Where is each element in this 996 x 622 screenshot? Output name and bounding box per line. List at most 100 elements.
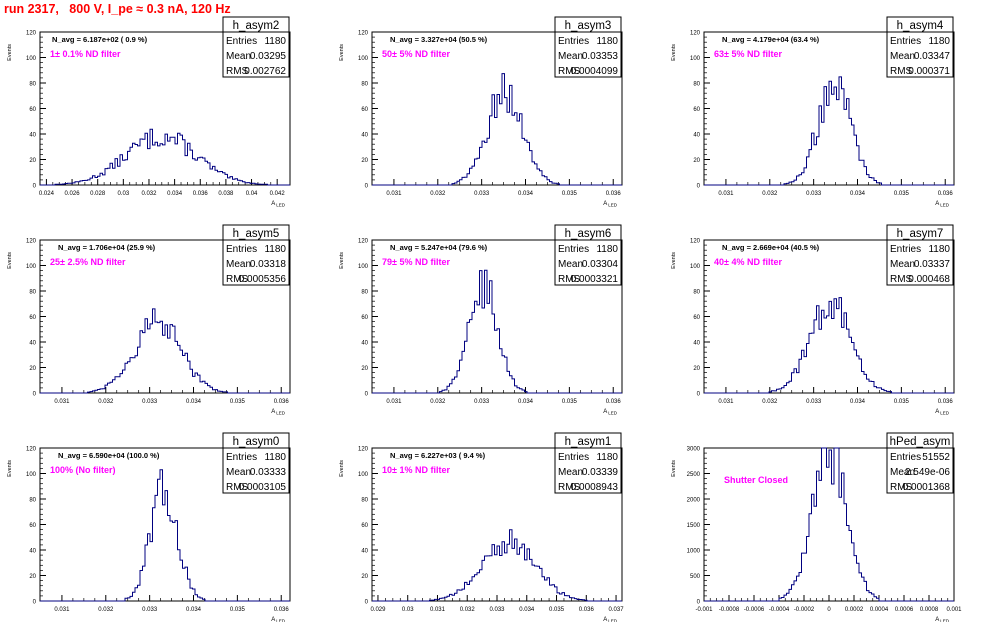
y-tick-label: 80 [361,498,368,504]
histogram-title: h_asym7 [897,228,944,240]
y-tick-label: 60 [361,315,368,321]
x-tick-label: 0.032 [762,399,778,405]
x-tick-label: 0.034 [519,607,535,613]
stats-mean-label: Mean [890,259,915,270]
y-tick-label: 2500 [687,472,701,478]
x-tick-label: 0.034 [186,399,202,405]
y-tick-label: 100 [690,264,701,270]
y-tick-label: 1000 [687,549,701,555]
y-tick-label: 2000 [687,498,701,504]
y-tick-label: 80 [29,82,36,88]
x-tick-label: 0.032 [98,607,114,613]
navg-label: N_avg = 6.187e+02 ( 0.9 %) [52,35,148,44]
x-tick-label: 0.035 [894,191,910,197]
y-tick-label: 80 [693,82,700,88]
x-tick-label: 0.03 [117,191,129,197]
x-tick-label: 0.032 [460,607,476,613]
x-tick-label: 0.035 [562,191,578,197]
x-tick-label: 0.035 [549,607,565,613]
x-tick-label: -0.0002 [794,607,815,613]
x-tick-label: 0.031 [386,191,402,197]
filter-annotation: 1± 0.1% ND filter [50,49,121,59]
y-tick-label: 0 [365,600,369,606]
x-tick-label: 0.034 [518,191,534,197]
x-axis-label-main: A [603,201,607,207]
y-tick-label: 0 [365,392,369,398]
stats-box [886,224,954,286]
y-axis-label: Events [671,252,677,269]
y-axis-label: Events [339,460,345,477]
histogram-line [40,128,290,186]
y-tick-label: 20 [361,366,368,372]
y-tick-label: 80 [361,290,368,296]
stats-entries-value: 51552 [922,452,950,463]
navg-label: N_avg = 3.327e+04 (50.5 %) [390,35,488,44]
x-axis-label: ALED [603,617,618,622]
stats-entries-label: Entries [890,244,921,255]
y-tick-label: 100 [26,472,37,478]
stats-rms-label: RMS [558,274,581,285]
y-tick-label: 40 [361,133,368,139]
histogram-panel-h_asym6: 0 20 40 60 80 100 120 0.031 0.032 0.033 0.034 0.035… [339,224,623,416]
x-axis-label-main: A [271,409,275,415]
x-tick-label: 0.036 [193,191,209,197]
x-tick-label: 0.036 [606,191,622,197]
x-tick-label: 0.035 [562,399,578,405]
y-tick-label: 80 [361,82,368,88]
y-tick-label: 80 [29,290,36,296]
stats-rms-value: 0.0005356 [239,274,287,285]
stats-mean-value: 0.03337 [914,259,951,270]
stats-mean-label: Mean [558,51,583,62]
x-tick-label: 0.034 [518,399,534,405]
y-tick-label: 60 [693,107,700,113]
y-tick-label: 500 [690,574,701,580]
stats-mean-label: Mean [226,51,251,62]
y-tick-label: 60 [29,107,36,113]
histogram-title: h_asym6 [565,228,612,240]
x-axis-label-main: A [271,201,275,207]
stats-mean-label: Mean [890,467,915,478]
x-tick-label: 0.035 [894,399,910,405]
stats-rms-value: 0.0003321 [571,274,619,285]
stats-entries-label: Entries [558,244,589,255]
y-tick-label: 60 [361,107,368,113]
x-tick-label: 0.024 [39,191,55,197]
stats-mean-value: 0.03333 [250,467,287,478]
histogram-panel-h_asym7: 0 20 40 60 80 100 120 0.031 0.032 0.033 0.034 0.035… [671,224,955,416]
x-tick-label: 0.031 [54,607,70,613]
x-tick-label: 0 [827,607,831,613]
x-axis-label-sub: LED [940,619,950,622]
x-tick-label: 0.033 [806,191,822,197]
x-axis-label-main: A [603,409,607,415]
x-tick-label: 0.036 [274,399,290,405]
stats-box [554,16,622,78]
histogram-panel-hPed_asym: 0 500 1000 1500 2000 2500 3000 -0.001 -0.0008 -0.… [671,432,962,622]
x-tick-label: 0.033 [474,399,490,405]
y-tick-label: 100 [358,264,369,270]
x-axis-label: ALED [271,617,286,622]
x-tick-label: 0.036 [606,399,622,405]
x-tick-label: 0.038 [218,191,234,197]
x-axis-label-sub: LED [276,203,286,208]
navg-label: N_avg = 2.669e+04 (40.5 %) [722,243,820,252]
y-tick-label: 40 [361,549,368,555]
stats-mean-label: Mean [558,467,583,478]
y-tick-label: 120 [26,447,37,453]
stats-entries-value: 1180 [596,244,618,255]
stats-rms-value: 0.0008943 [571,482,619,493]
y-tick-label: 20 [361,574,368,580]
x-axis-label: ALED [935,409,950,416]
stats-rms-label: RMS [558,482,581,493]
stats-rms-value: 0.0004099 [571,66,619,77]
stats-mean-value: 0.03304 [582,259,619,270]
y-tick-label: 20 [361,158,368,164]
x-tick-label: 0.032 [762,191,778,197]
histogram-title: h_asym0 [233,436,280,448]
y-tick-label: 100 [26,264,37,270]
stats-entries-value: 1180 [264,244,286,255]
x-tick-label: 0.032 [98,399,114,405]
y-tick-label: 80 [693,290,700,296]
stats-rms-label: RMS [226,274,249,285]
y-tick-label: 120 [358,447,369,453]
x-tick-label: 0.033 [142,607,158,613]
